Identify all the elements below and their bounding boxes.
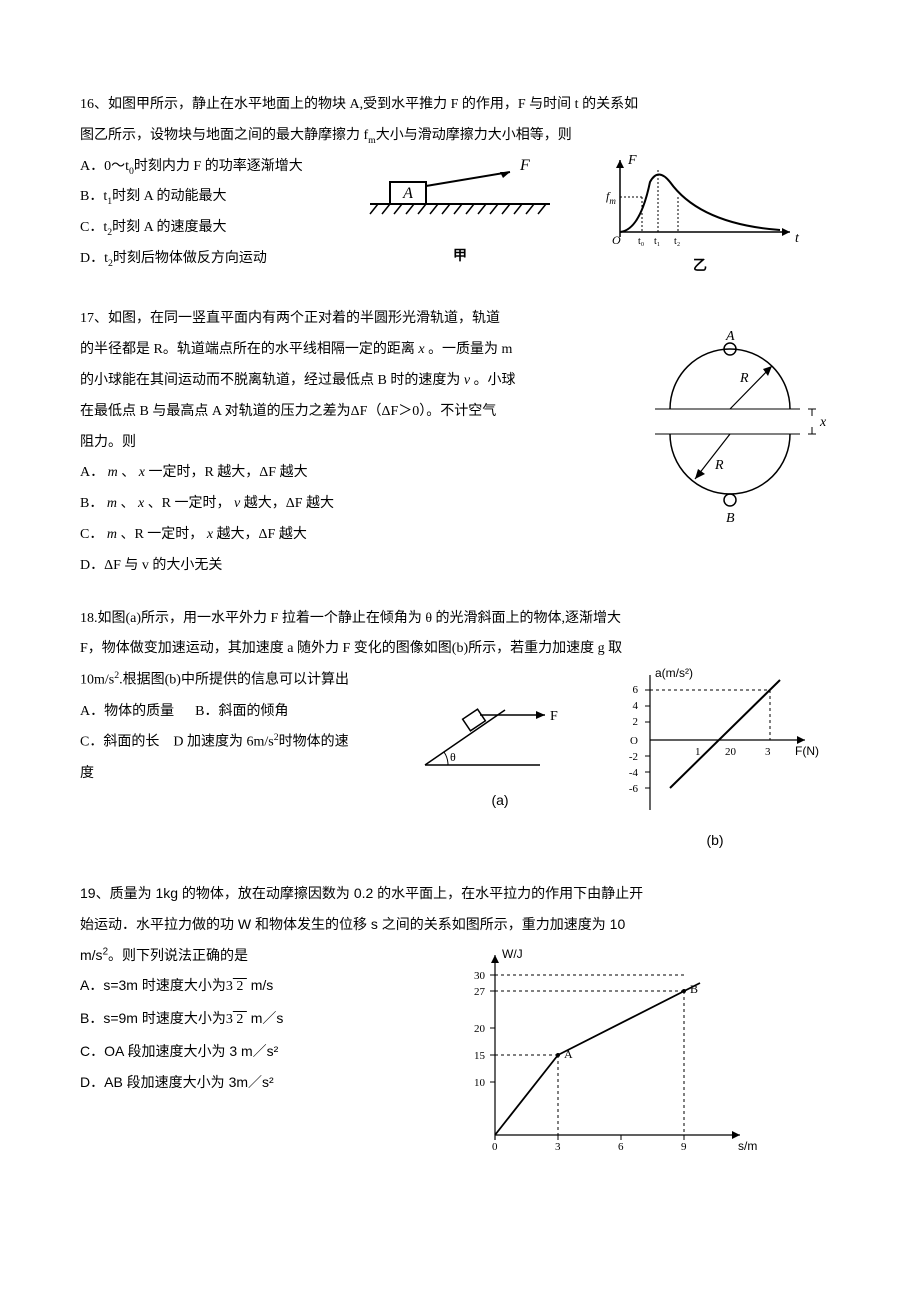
svg-text:t₂: t₂ — [674, 236, 680, 247]
svg-text:2: 2 — [633, 716, 639, 728]
question-16: 16、如图甲所示，静止在水平地面上的物块 A,受到水平推力 F 的作用，F 与时… — [80, 90, 840, 282]
svg-text:t₁: t₁ — [654, 236, 660, 247]
stem-line: 16、如图甲所示，静止在水平地面上的物块 A,受到水平推力 F 的作用，F 与时… — [80, 90, 840, 121]
svg-text:O: O — [612, 233, 621, 247]
svg-text:t: t — [795, 231, 800, 246]
svg-text:t₀: t₀ — [638, 236, 645, 247]
question-19: 19、质量为 1kg 的物体，放在动摩擦因数为 0.2 的水平面上，在水平拉力的… — [80, 878, 840, 1160]
fig-16-b: t F fm O t₀ t₁ t₂ 乙 — [600, 152, 800, 283]
svg-text:6: 6 — [618, 1141, 624, 1153]
svg-text:-2: -2 — [629, 751, 638, 763]
caption: 乙 — [600, 252, 800, 283]
question-18: 18.如图(a)所示，用一水平外力 F 拉着一个静止在倾角为 θ 的光滑斜面上的… — [80, 604, 840, 856]
svg-text:W/J: W/J — [502, 947, 523, 961]
figure-19: W/J s/m 30 27 20 15 10 0 3 6 9 — [450, 940, 760, 1160]
options: A．0～t0时刻内力 F 的功率逐渐增大 B．t1时刻 A 的动能最大 C．t2… — [80, 152, 340, 275]
svg-text:F: F — [519, 157, 530, 174]
svg-text:3: 3 — [555, 1141, 561, 1153]
svg-text:B: B — [726, 511, 735, 526]
figure-18: F θ (a) a(m/s²) F(N) 6 4 2 O -2 — [410, 665, 820, 856]
options: A．s=3m 时速度大小为3 2 m/s B．s=9m 时速度大小为3 2 m／… — [80, 970, 450, 1097]
svg-text:F: F — [550, 709, 558, 724]
svg-text:O: O — [630, 735, 638, 747]
svg-text:F: F — [627, 153, 637, 168]
svg-text:F(N): F(N) — [795, 744, 819, 758]
svg-text:10: 10 — [474, 1077, 486, 1089]
options: A． m 、 x 一定时，R 越大，ΔF 越大 B． m 、 x 、R 一定时，… — [80, 458, 640, 581]
svg-text:20: 20 — [474, 1023, 486, 1035]
figure-17: R R A B x — [640, 304, 840, 544]
svg-text:A: A — [564, 1047, 573, 1061]
svg-text:s/m: s/m — [738, 1139, 757, 1153]
svg-text:B: B — [690, 982, 698, 996]
svg-text:20: 20 — [725, 746, 737, 758]
stem-line: 图乙所示，设物块与地面之间的最大静摩擦力 fm大小与滑动摩擦力大小相等，则 — [80, 121, 840, 152]
caption: 甲 — [360, 242, 560, 273]
svg-text:30: 30 — [474, 970, 486, 982]
svg-text:R: R — [714, 458, 724, 473]
svg-text:A: A — [725, 329, 735, 344]
svg-text:9: 9 — [681, 1141, 687, 1153]
svg-text:fm: fm — [606, 189, 616, 206]
svg-text:θ: θ — [450, 750, 456, 764]
svg-text:-4: -4 — [629, 767, 639, 779]
figure-16: A F 甲 — [340, 152, 800, 283]
svg-text:R: R — [739, 371, 749, 386]
svg-text:A: A — [402, 185, 413, 202]
svg-text:a(m/s²): a(m/s²) — [655, 666, 693, 680]
svg-text:27: 27 — [474, 986, 486, 998]
svg-text:6: 6 — [633, 684, 639, 696]
svg-text:15: 15 — [474, 1050, 486, 1062]
options: A．物体的质量 B．斜面的倾角 C．斜面的长 D 加速度为 6m/s2时物体的速… — [80, 697, 410, 790]
svg-text:1: 1 — [695, 746, 701, 758]
question-17: 17、如图，在同一竖直平面内有两个正对着的半圆形光滑轨道，轨道 的半径都是 R。… — [80, 304, 840, 581]
svg-text:0: 0 — [492, 1141, 498, 1153]
svg-text:x: x — [819, 415, 827, 430]
svg-text:3: 3 — [765, 746, 771, 758]
svg-text:-6: -6 — [629, 783, 639, 795]
fig-16-a: A F 甲 — [360, 152, 560, 273]
svg-text:4: 4 — [633, 700, 639, 712]
